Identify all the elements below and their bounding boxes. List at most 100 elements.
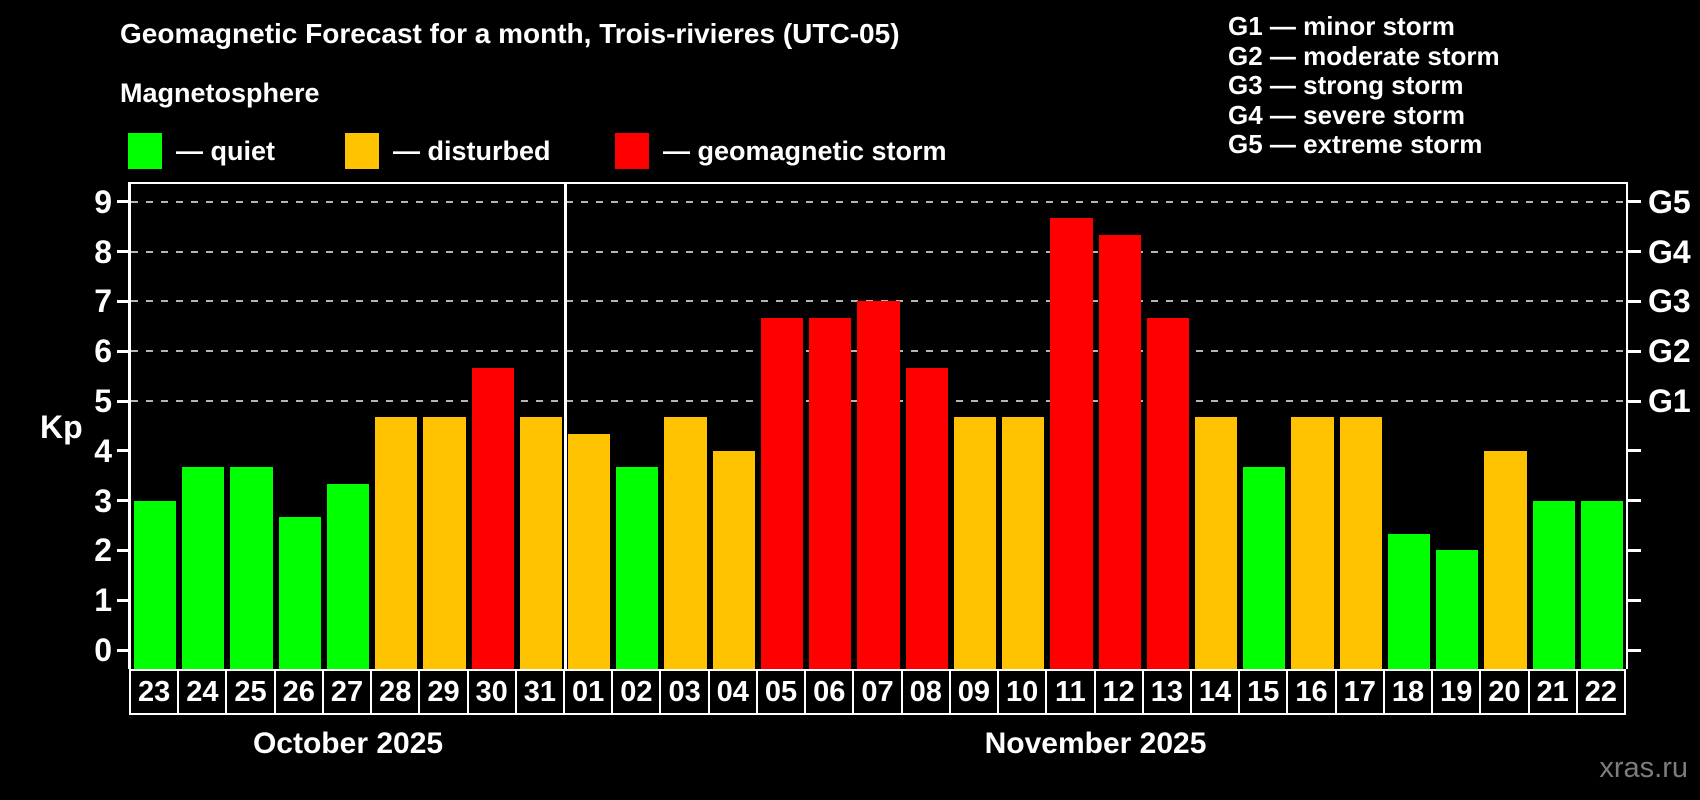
right-tick-0 [1628,648,1641,652]
day-cell-21: 21 [1527,669,1578,715]
day-cell-23: 23 [129,669,180,715]
day-cell-06: 06 [804,669,855,715]
kp-bar-21 [1532,500,1575,669]
kp-bar-31 [519,417,563,669]
day-cell-17: 17 [1334,669,1385,715]
kp-bar-03 [664,417,707,669]
y-tick-9 [117,200,131,204]
right-tick-4 [1628,449,1641,453]
storm-scale-legend: G1 — minor storm G2 — moderate storm G3 … [1228,11,1500,160]
day-cell-22: 22 [1575,669,1626,715]
day-cell-28: 28 [370,669,421,715]
legend-label-disturbed: — disturbed [393,136,551,166]
y-tick-4 [117,449,131,453]
day-cell-29: 29 [418,669,469,715]
magnetosphere-label: Magnetosphere [120,78,320,108]
y-tick-6 [117,349,131,353]
storm-scale-g4: G4 — severe storm [1228,99,1466,130]
y-tick-label-5: 5 [94,383,112,419]
day-cell-09: 09 [948,669,1000,715]
legend-label-quiet: — quiet [176,136,275,166]
day-cell-07: 07 [852,669,903,715]
quiet-swatch [128,133,162,169]
storm-scale-g2: G2 — moderate storm [1228,40,1500,71]
kp-bar-02 [616,467,659,669]
y-tick-7 [117,299,131,303]
day-cell-26: 26 [273,669,324,715]
y-tick-label-0: 0 [94,632,112,668]
kp-bar-20 [1484,450,1527,669]
storm-scale-g1: G1 — minor storm [1228,11,1455,41]
kp-bar-07 [857,301,900,669]
y-tick-3 [117,499,131,503]
right-tick-8 [1628,250,1641,254]
y-tick-label-2: 2 [94,532,112,569]
disturbed-swatch [345,133,379,169]
y-tick-label-4: 4 [94,432,112,469]
kp-bar-13 [1146,317,1189,669]
kp-bar-18 [1387,533,1431,669]
kp-bar-27 [326,484,370,669]
storm-swatch [615,133,649,169]
kp-bar-08 [905,367,948,669]
right-tick-2 [1628,548,1641,552]
g-scale-label-g1: G1 [1648,383,1691,419]
g-scale-label-g4: G4 [1648,233,1691,270]
watermark: xras.ru [1599,752,1688,784]
kp-bar-15 [1243,467,1286,669]
kp-bar-01 [568,434,611,669]
y-tick-label-9: 9 [94,183,112,220]
right-tick-9 [1628,200,1641,204]
kp-bar-24 [182,467,225,669]
gridline-kp9 [131,200,1626,203]
chart-title: Geomagnetic Forecast for a month, Trois-… [120,18,900,49]
y-tick-label-8: 8 [94,233,112,270]
kp-bar-11 [1050,218,1093,669]
kp-bar-22 [1580,500,1623,669]
kp-bar-06 [809,317,852,669]
day-cell-04: 04 [707,669,758,715]
y-tick-2 [117,548,131,552]
legend-label-storm: — geomagnetic storm [663,136,947,166]
kp-bar-25 [230,467,273,669]
g-scale-label-g2: G2 [1648,333,1691,370]
kp-bar-29 [423,417,466,669]
kp-bar-05 [760,317,804,669]
kp-bar-14 [1194,417,1238,669]
gridline-kp8 [131,250,1626,253]
y-tick-label-1: 1 [94,582,112,619]
day-cell-18: 18 [1382,669,1434,715]
kp-bar-04 [712,450,755,669]
right-tick-5 [1628,399,1641,403]
month-label-october: October 2025 [252,727,444,760]
day-cell-13: 13 [1141,669,1192,715]
right-tick-1 [1628,598,1641,602]
month-label-november: November 2025 [984,727,1207,760]
storm-scale-g5: G5 — extreme storm [1228,129,1483,159]
right-tick-6 [1628,349,1641,353]
day-cell-16: 16 [1286,669,1337,715]
day-cell-12: 12 [1093,669,1144,715]
plot-area [128,182,1628,669]
kp-bar-09 [953,417,997,669]
y-tick-0 [117,648,131,652]
day-cell-11: 11 [1045,669,1096,715]
kp-bar-12 [1098,235,1141,669]
y-tick-label-6: 6 [94,333,112,370]
kp-bar-17 [1339,417,1382,669]
kp-bar-19 [1436,550,1479,669]
y-tick-1 [117,598,131,602]
y-tick-8 [117,250,131,254]
y-tick-5 [117,399,131,403]
kp-bar-10 [1002,417,1045,669]
day-cell-24: 24 [177,669,228,715]
gridline-kp7 [131,300,1626,303]
kp-bar-26 [278,517,321,669]
day-cell-03: 03 [659,669,710,715]
kp-bar-16 [1291,417,1334,669]
g-scale-label-g5: G5 [1648,183,1691,220]
storm-scale-g3: G3 — strong storm [1228,70,1464,100]
